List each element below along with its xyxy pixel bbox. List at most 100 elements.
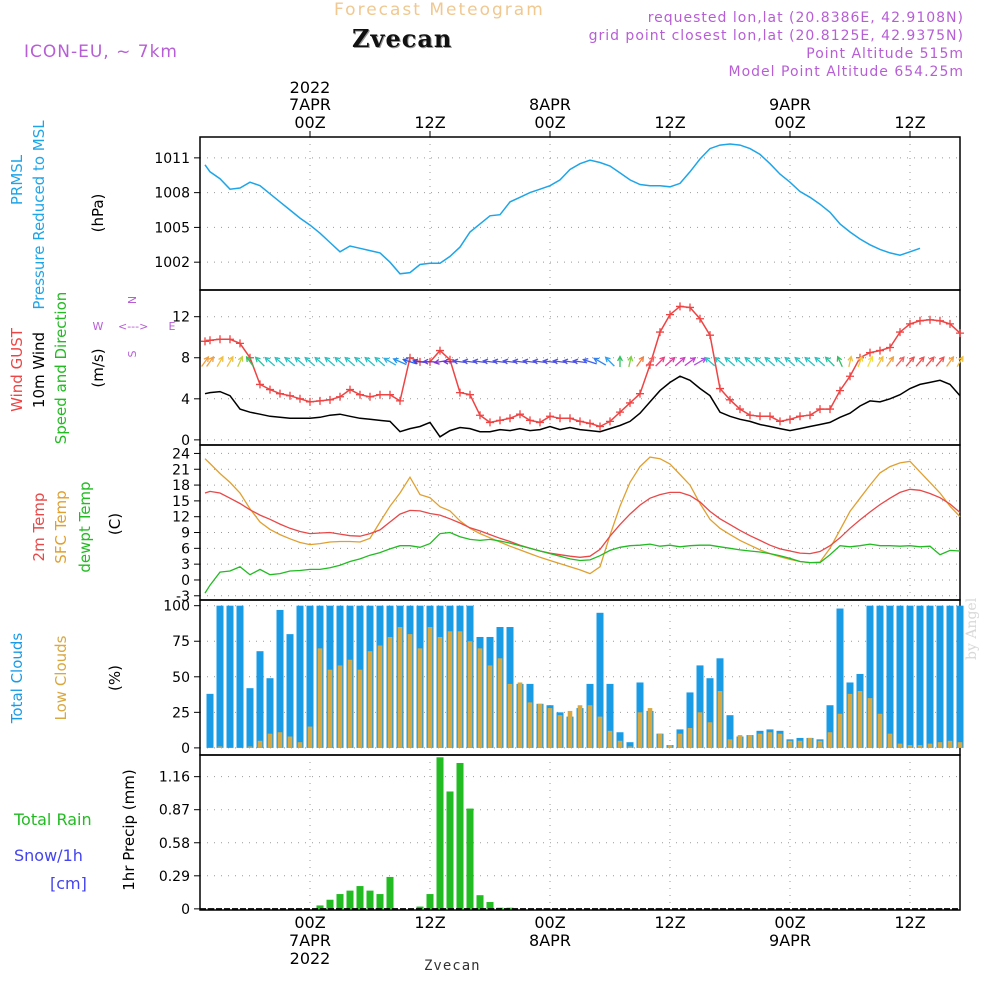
gust-marker (276, 389, 284, 398)
low-cloud-bar (637, 712, 643, 748)
total-cloud-bar (706, 678, 714, 748)
total-cloud-bar (926, 605, 934, 748)
wind-dir-arrow (216, 356, 224, 367)
ytick-label-pressure: 1002 (154, 255, 190, 271)
wind-dir-arrow (255, 356, 265, 367)
wind-dir-arrowhead (254, 356, 261, 363)
bottom-time-label: 00Z (534, 913, 565, 932)
wind-dir-arrowhead (784, 356, 791, 363)
ytick-label-temp: 0 (181, 573, 190, 589)
rain-bar (386, 876, 394, 909)
wind-dir-arrowhead (938, 356, 945, 363)
gust-marker (526, 416, 534, 425)
ytick-label-clouds: 50 (172, 670, 190, 686)
low-cloud-bar (897, 743, 903, 748)
low-cloud-bar (867, 698, 873, 748)
low-cloud-bar (807, 737, 813, 748)
top-time-label: 12Z (654, 113, 685, 132)
wind-dir-arrow (804, 357, 816, 367)
gust-marker (826, 405, 834, 414)
wind-dir-arrow (848, 356, 852, 368)
gust-marker (906, 319, 914, 328)
wind-dir-arrow (324, 357, 336, 367)
wind-dir-arrow (383, 357, 397, 366)
wind-dir-arrow (895, 356, 905, 367)
low-cloud-bar (367, 651, 373, 748)
gust-marker (466, 390, 474, 399)
wind-dir-arrowhead (512, 358, 519, 365)
gust-marker (786, 415, 794, 424)
top-time-label: 12Z (414, 113, 445, 132)
ytick-label-precip: 0.87 (159, 803, 190, 819)
ytick-label-wind: 12 (172, 310, 190, 326)
gust-marker (956, 329, 964, 338)
wind-dir-arrow (837, 356, 843, 368)
wind-10m-line (204, 375, 961, 438)
gust-marker (776, 417, 784, 426)
wind-dir-arrowhead (928, 356, 935, 363)
ytick-label-pressure: 1008 (154, 186, 190, 202)
bottom-year-label: 2022 (290, 949, 331, 968)
wind-dir-arrowhead (304, 356, 311, 363)
total-cloud-bar (616, 732, 624, 748)
low-cloud-bar (487, 665, 493, 748)
rain-legend: Total Rain (13, 810, 92, 829)
wind-dir-arrow (925, 356, 935, 367)
wind-dir-arrowhead (412, 358, 419, 365)
low-cloud-bar (507, 683, 513, 748)
t2m-line (204, 488, 961, 558)
total-cloud-bar (296, 605, 304, 748)
wind-dir-arrow (935, 356, 945, 367)
low-cloud-bar (457, 631, 463, 748)
low-cloud-bar (747, 735, 753, 748)
wind-dir-arrowhead (237, 355, 244, 362)
footer-station: Zvecan (424, 958, 481, 974)
gust-marker (256, 380, 264, 389)
total-cloud-bar (246, 688, 254, 748)
gust-marker (626, 398, 634, 407)
gust-marker (226, 335, 234, 344)
gust-marker (606, 417, 614, 426)
wind-ylabel: (m/s) (89, 348, 107, 387)
wind-dir-arrow (674, 357, 686, 367)
total-cloud-bar (896, 605, 904, 748)
gridpoint-coords: grid point closest lon,lat (20.8125E, 42… (588, 28, 964, 44)
low-cloud-bar (847, 693, 853, 748)
compass-s: S (126, 350, 139, 357)
low-cloud-bar (377, 645, 383, 748)
total-cloud-bar (286, 634, 294, 748)
gust-marker (396, 396, 404, 405)
gust-marker (846, 372, 854, 381)
wind-dir-arrowhead (364, 356, 371, 363)
low-cloud-bar (767, 732, 773, 748)
low-cloud-bar (417, 648, 423, 748)
wind-dir-arrowhead (592, 357, 600, 363)
gust-marker (516, 410, 524, 419)
gust-marker (566, 414, 574, 423)
rain-bar (376, 894, 384, 909)
wind-dir-arrow (825, 356, 835, 367)
gust-marker (506, 414, 514, 423)
wind-dir-arrowhead (836, 355, 843, 362)
wind-dir-arrowhead (344, 356, 351, 363)
wind-dir-arrow (774, 357, 786, 367)
top-time-label: 12Z (894, 113, 925, 132)
wind-dir-arrowhead (704, 356, 711, 363)
low-cloud-bar (347, 659, 353, 748)
pressure-label-1: PRMSL (8, 154, 26, 205)
wind-dir-arrowhead (314, 356, 321, 363)
low-cloud-bar (547, 708, 553, 748)
ytick-label-temp: 24 (172, 446, 190, 462)
total-cloud-bar (606, 683, 614, 748)
low-cloud-bar (467, 641, 473, 748)
low-cloud-bar (517, 682, 523, 748)
low-cloud-bar (817, 740, 823, 748)
low-cloud-bar (427, 627, 433, 748)
wind-dir-arrow (704, 357, 716, 367)
wind-dir-arrowhead (764, 356, 771, 363)
gust-marker (236, 339, 244, 348)
precip-ylabel: 1hr Precip (mm) (120, 769, 138, 890)
wind-dir-arrow (946, 356, 954, 367)
low-cloud-bar (567, 710, 573, 748)
gust-marker (616, 408, 624, 417)
